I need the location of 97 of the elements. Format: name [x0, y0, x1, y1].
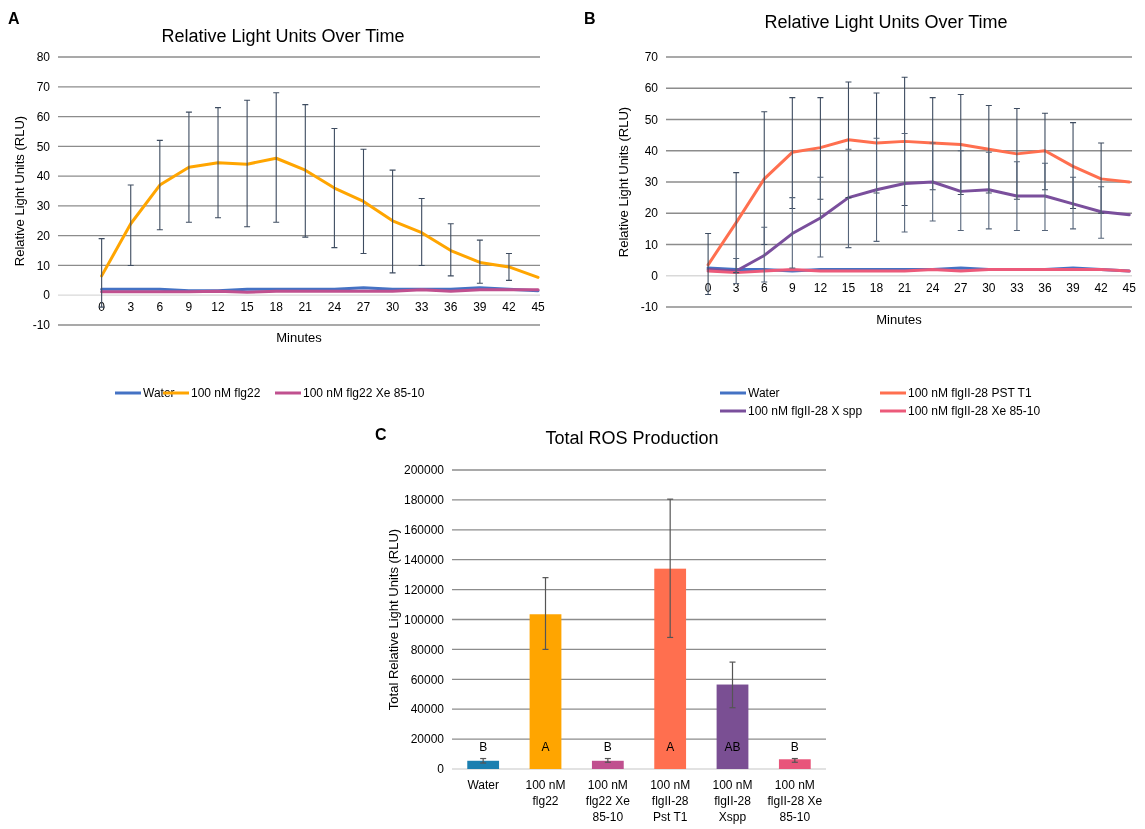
- x-tick-label: 36: [444, 300, 458, 315]
- y-tick-label: 160000: [403, 523, 445, 537]
- y-tick-label: 20: [644, 206, 659, 221]
- x-tick-label: 0: [704, 280, 712, 295]
- x-axis-title: Minutes: [276, 330, 323, 345]
- legend-label: 100 nM flgII-28 PST T1: [908, 386, 1032, 401]
- y-tick-label: 10: [644, 237, 659, 252]
- text: A: [8, 10, 20, 27]
- bar: [716, 684, 749, 769]
- y-axis-title: Relative Light Units (RLU): [616, 106, 631, 258]
- y-tick-label: 60: [644, 81, 659, 96]
- y-tick-label: 120000: [403, 582, 445, 597]
- x-tick-label: 24: [327, 300, 342, 315]
- x-tick-label: 3: [127, 300, 135, 315]
- legend-label: 100 nM flg22 Xe 85-10: [303, 386, 425, 401]
- line-series: [706, 180, 1131, 273]
- y-tick-label: -10: [32, 318, 51, 333]
- y-tick-label: 20: [36, 228, 51, 243]
- x-tick-label: 100 nM flgII-28 Pst T1: [650, 778, 691, 824]
- y-tick-label: 0: [651, 268, 659, 283]
- x-tick-label: 18: [269, 300, 284, 315]
- x-tick-label: 15: [841, 280, 856, 295]
- legend-label: Water: [748, 386, 780, 401]
- y-tick-label: 30: [644, 175, 659, 190]
- y-tick-label: 70: [644, 50, 659, 65]
- bar: [778, 759, 811, 769]
- x-tick-label: 30: [385, 300, 400, 315]
- y-tick-label: 50: [644, 112, 659, 127]
- x-tick-label: 39: [473, 300, 487, 315]
- annotation: A: [666, 740, 675, 755]
- y-tick-label: 40: [36, 169, 51, 184]
- x-tick-label: 100 nM flg22: [525, 778, 566, 808]
- legend-label: 100 nM flg22: [191, 386, 261, 401]
- annotation: B: [790, 740, 799, 755]
- y-axis-title: Relative Light Units (RLU): [12, 115, 27, 267]
- y-tick-label: 60000: [410, 672, 445, 687]
- line-series: [100, 156, 540, 279]
- x-tick-label: 42: [1094, 280, 1109, 295]
- x-tick-label: 45: [531, 300, 546, 315]
- y-tick-label: 40: [644, 143, 659, 158]
- x-tick-label: 45: [1122, 280, 1137, 295]
- chart-title: Relative Light Units Over Time: [161, 26, 405, 46]
- text: C: [375, 426, 387, 443]
- y-tick-label: 200000: [403, 463, 445, 478]
- x-tick-label: 27: [356, 300, 371, 315]
- bar: [654, 568, 687, 769]
- x-tick-label: 100 nM flgII-28 Xspp: [712, 778, 753, 824]
- x-tick-label: 15: [240, 300, 255, 315]
- line-series: [706, 138, 1131, 267]
- x-tick-label: 9: [185, 300, 193, 315]
- bar: [467, 760, 500, 769]
- y-tick-label: -10: [640, 300, 659, 315]
- annotation: B: [479, 740, 488, 755]
- x-tick-label: Water: [467, 778, 499, 792]
- bar: [529, 614, 562, 769]
- chart-title: Relative Light Units Over Time: [764, 12, 1008, 32]
- legend-label: 100 nM flgII-28 Xe 85-10: [908, 404, 1041, 419]
- x-tick-label: 24: [926, 280, 940, 295]
- x-tick-label: 33: [1010, 280, 1024, 295]
- x-tick-label: 30: [982, 280, 996, 295]
- x-tick-label: 36: [1038, 280, 1052, 295]
- annotation: B: [603, 740, 612, 755]
- x-tick-label: 6: [760, 280, 768, 295]
- y-tick-label: 0: [437, 762, 445, 777]
- y-tick-label: 80: [36, 50, 51, 65]
- bar: [591, 760, 624, 769]
- y-tick-label: 40000: [410, 702, 445, 717]
- x-tick-label: 6: [156, 300, 164, 315]
- y-tick-label: 180000: [403, 493, 445, 508]
- x-tick-label: 39: [1066, 280, 1081, 295]
- x-tick-label: 100 nM flgII-28 Xe 85-10: [767, 778, 823, 824]
- y-tick-label: 70: [36, 79, 51, 94]
- x-tick-label: 12: [813, 280, 828, 295]
- text: B: [584, 10, 596, 27]
- x-tick-label: 27: [954, 280, 968, 295]
- x-tick-label: 42: [502, 300, 516, 315]
- x-tick-label: 100 nM flg22 Xe 85-10: [585, 778, 631, 824]
- annotation: A: [541, 740, 550, 755]
- x-tick-label: 9: [788, 280, 796, 295]
- y-tick-label: 100000: [403, 612, 445, 627]
- x-tick-label: 33: [415, 300, 429, 315]
- y-tick-label: 10: [36, 258, 51, 273]
- y-tick-label: 60: [36, 109, 51, 124]
- legend-label: 100 nM flgII-28 X spp: [748, 404, 863, 419]
- chart-title: Total ROS Production: [545, 428, 719, 448]
- annotation: AB: [724, 740, 741, 755]
- x-tick-label: 21: [897, 280, 912, 295]
- y-tick-label: 20000: [410, 732, 445, 747]
- x-tick-label: 12: [211, 300, 226, 315]
- y-tick-label: 50: [36, 139, 51, 154]
- y-tick-label: 30: [36, 199, 51, 214]
- x-tick-label: 18: [869, 280, 884, 295]
- y-tick-label: 80000: [410, 642, 445, 657]
- x-tick-label: 21: [298, 300, 313, 315]
- y-axis-title: Total Relative Light Units (RLU): [386, 528, 401, 711]
- y-tick-label: 140000: [403, 552, 445, 567]
- x-axis-title: Minutes: [876, 312, 923, 327]
